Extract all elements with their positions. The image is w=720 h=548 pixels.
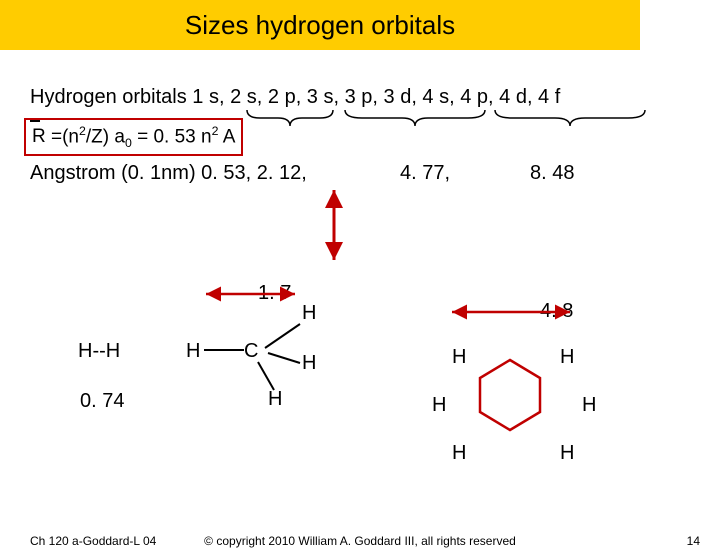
formula-p2: /Z) a — [86, 126, 125, 147]
methane-h-right: H — [302, 352, 316, 375]
benzene-h-4: H — [582, 394, 596, 417]
benzene-h-1: H — [452, 346, 466, 369]
footer-copyright: © copyright 2010 William A. Goddard III,… — [0, 534, 720, 548]
methane-h-topright: H — [302, 302, 316, 325]
benzene-h-3: H — [432, 394, 446, 417]
angstrom-prefix: Angstrom (0. 1nm) 0. 53, 2. 12, — [30, 162, 307, 185]
methane-bond-len: 1. 7 — [258, 282, 291, 305]
methane-c: C — [244, 340, 258, 363]
r-bar: R — [32, 126, 46, 147]
formula-sub0: 0 — [125, 136, 132, 150]
methane-hh-label: H--H — [78, 340, 120, 363]
formula-box: R =(n2/Z) a0 = 0. 53 n2 A — [24, 118, 243, 156]
brace-group — [247, 110, 645, 126]
title-bar: Sizes hydrogen orbitals — [0, 0, 640, 50]
footer-page: 14 — [687, 534, 700, 548]
orbitals-list: Hydrogen orbitals 1 s, 2 s, 2 p, 3 s, 3 … — [30, 86, 560, 109]
formula-sup1: 2 — [79, 124, 86, 138]
page-title: Sizes hydrogen orbitals — [185, 10, 455, 41]
benzene-size: 4. 8 — [540, 300, 573, 323]
methane-h-left: H — [186, 340, 200, 363]
angstrom-val2: 4. 77, — [400, 162, 450, 185]
benzene-h-6: H — [560, 442, 574, 465]
angstrom-val3: 8. 48 — [530, 162, 574, 185]
svg-overlay — [0, 0, 720, 540]
methane-h-bottom: H — [268, 388, 282, 411]
formula-p1: =(n — [46, 126, 79, 147]
formula-p4: A — [218, 126, 235, 147]
benzene-hexagon-icon — [480, 360, 540, 430]
benzene-h-5: H — [452, 442, 466, 465]
formula-p3: = 0. 53 n — [132, 126, 212, 147]
methane-dist: 0. 74 — [80, 390, 124, 413]
benzene-h-2: H — [560, 346, 574, 369]
